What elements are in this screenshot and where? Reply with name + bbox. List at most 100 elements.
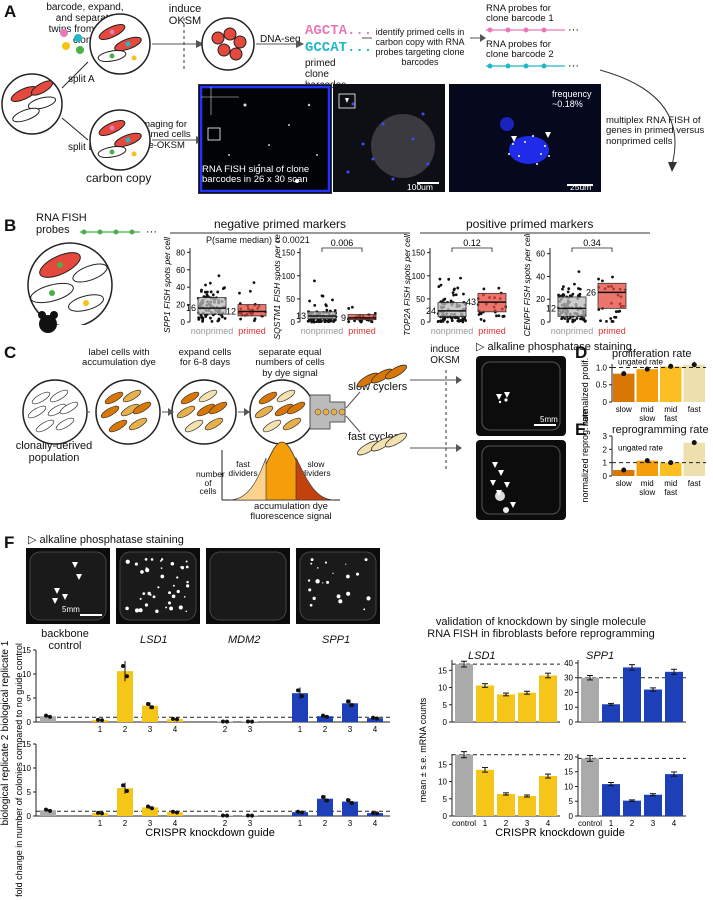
induce-oksm-c: induce OKSM [430,344,460,366]
ap-stain-label-f: ▷ alkaline phosphatase staining [28,534,184,546]
bar [142,705,158,722]
data-point [223,286,226,290]
point [150,806,154,811]
tick-label: 0 [421,318,426,327]
data-point [210,319,214,323]
replicate-label: biological replicate 1 [0,640,11,731]
data-point [566,290,570,294]
x-label-nonprimed: nonprimed [551,326,594,336]
positive-markers-header: positive primed markers [466,217,594,231]
point [296,688,300,693]
data-point [209,316,212,320]
data-point [618,309,622,313]
tick-label: 10 [438,684,447,693]
panel-letter-f: F [4,533,15,552]
p-same-median: P(same median) = 0.0021 [206,235,310,245]
data-point [561,287,564,291]
data-point [350,305,354,309]
cell [104,391,124,405]
data-point [347,320,351,324]
tick-label: 10 [564,703,573,712]
panel-letter-c: C [4,343,17,362]
colony [346,591,351,596]
data-point [325,304,328,308]
data-point [450,319,454,323]
x-label: slow [616,479,632,488]
data-point [566,317,570,321]
split-b-label: split B [68,142,96,153]
replicate-label: biological replicate 2 [0,734,11,825]
data-point [571,320,575,324]
data-point [454,293,458,297]
x-label: mid [641,405,654,414]
scale-5mm-c: 5mm [540,415,558,424]
data-point [205,290,209,294]
fish-scan-graphic [199,85,331,193]
data-point [239,317,243,321]
probes-label: RNA FISH probes [36,212,87,237]
scale-100um: 100um [407,182,433,192]
validation-chart-lsd1-rep2: 0 5 10 15 control 1 2 3 4 [438,751,560,828]
x-label: mid [641,479,654,488]
bar [92,720,108,722]
y-axis-label: normalized reprog. rate [580,409,590,502]
guide-tick-label: 4 [546,819,551,828]
probes-barcode-2: RNA probes for clone barcode 2 [486,39,554,61]
ap-image-slow-graphic [481,361,561,431]
point [346,699,350,704]
colony [142,592,146,596]
fold-change-ylabel: fold change in number of colonies compar… [14,643,24,897]
point [146,702,150,707]
colony [322,582,324,584]
cell [204,417,224,431]
x-label: mid [664,405,677,414]
colony [326,580,330,584]
cell [262,419,282,433]
tick-label: 2 [603,445,608,454]
x-axis-label-right: CRISPR knockdown guide [495,827,625,839]
point [100,718,104,723]
fish-caption: RNA FISH signal of clone barcodes in 26 … [202,164,310,186]
colony [368,597,371,600]
data-point [373,311,377,315]
point [300,694,304,699]
split-a-label: split A [68,74,95,85]
data-point [327,320,330,324]
point [325,798,329,803]
point [121,664,125,669]
point [346,798,350,803]
bar [539,675,557,722]
tick-label: 5 [443,701,448,710]
bar [476,769,494,816]
colony [160,558,164,561]
tick-label: 80 [176,248,185,257]
tick-label: 150 [412,249,426,258]
x-label: fast [688,479,702,488]
colony [140,570,144,574]
bar [665,774,683,816]
colony [310,558,314,562]
validation-chart-spp1-rep1: 0 10 20 30 40 [564,659,686,727]
data-point [437,285,441,288]
ungated-label: ungated rate [618,444,663,453]
replicate-chart-2: 0 5 10 15 1 2 3 4 2 3 1 2 3 4 biological replicate 2 [0,734,390,828]
data-point [559,294,563,298]
bar [660,462,682,476]
point [221,719,225,724]
panel-d-title: proliferation rate [612,348,692,360]
colony [139,597,142,600]
data-point [208,281,212,285]
cell [35,419,55,433]
median-label: 13 [296,311,306,321]
fish-cell-image [449,84,601,192]
ap-stain-text-c: alkaline phosphatase staining [487,341,632,353]
y-axis-label: TOP2A FISH spots per cell [402,234,412,336]
guide-tick-label: 3 [248,725,253,734]
data-point [204,315,208,318]
cell [108,419,128,433]
data-point [197,318,201,321]
point [171,809,175,814]
tick-label: 1 [603,459,608,468]
colony [138,608,143,613]
tick-label: 0.5 [596,381,608,390]
